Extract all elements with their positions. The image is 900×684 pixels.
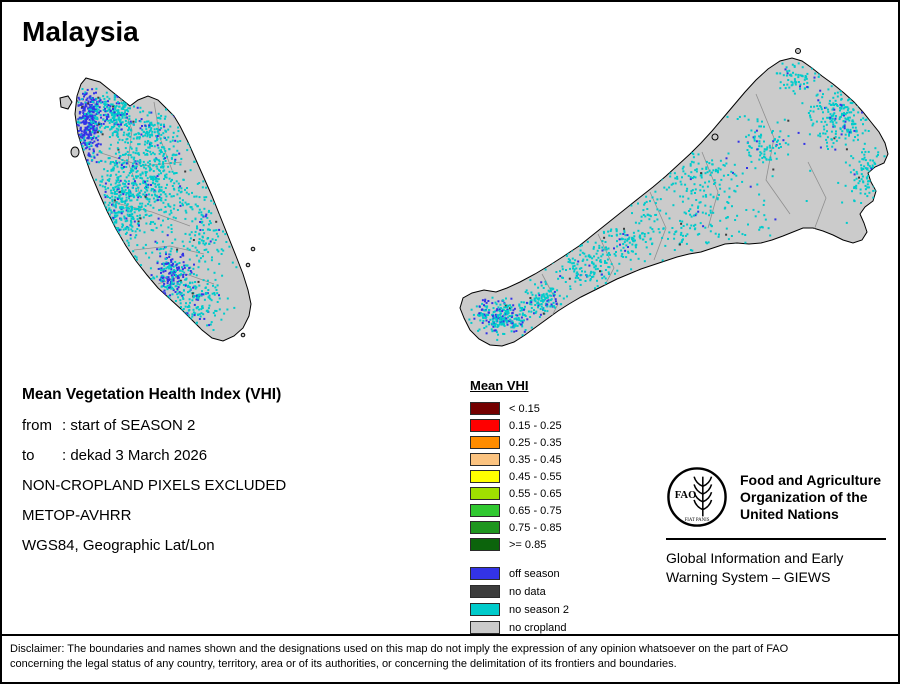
to-value: : dekad 3 March 2026 bbox=[62, 446, 208, 464]
fao-branding: FAO FIAT PANIS Food and Agriculture Orga… bbox=[666, 466, 886, 587]
legend-swatch bbox=[470, 436, 500, 449]
legend-row-vhi-7: 0.65 - 0.75 bbox=[470, 504, 569, 517]
legend-swatch bbox=[470, 585, 500, 598]
fao-name-line: Food and Agriculture bbox=[740, 471, 882, 488]
legend-swatch bbox=[470, 567, 500, 580]
legend-title: Mean VHI bbox=[470, 378, 529, 393]
legend-swatch bbox=[470, 402, 500, 415]
metadata-exclusion: NON-CROPLAND PIXELS EXCLUDED bbox=[22, 476, 287, 494]
giews-line: Global Information and Early bbox=[666, 550, 844, 566]
legend-row-off-season: off season bbox=[470, 567, 569, 580]
east-coast-island bbox=[250, 246, 256, 252]
legend-swatch bbox=[470, 521, 500, 534]
labuan-island bbox=[711, 133, 719, 141]
page-title: Malaysia bbox=[22, 16, 139, 47]
legend-label: < 0.15 bbox=[509, 402, 540, 415]
disclaimer-line-2: concerning the legal status of any count… bbox=[10, 658, 677, 670]
legend-row-vhi-1: < 0.15 bbox=[470, 402, 569, 415]
legend-spacer bbox=[470, 555, 569, 567]
legend-row-vhi-6: 0.55 - 0.65 bbox=[470, 487, 569, 500]
legend-row-vhi-3: 0.25 - 0.35 bbox=[470, 436, 569, 449]
vhi-pixels-peninsula bbox=[75, 84, 251, 336]
legend-label: no data bbox=[509, 585, 546, 598]
legend-label: no season 2 bbox=[509, 603, 569, 616]
legend-swatch bbox=[470, 603, 500, 616]
legend-label: 0.45 - 0.55 bbox=[509, 470, 562, 483]
east-coast-island bbox=[245, 262, 251, 268]
metadata-to: to : dekad 3 March 2026 bbox=[22, 440, 286, 470]
giews-line: Warning System – GIEWS bbox=[666, 569, 831, 585]
legend-label: 0.25 - 0.35 bbox=[509, 436, 562, 449]
legend-label: 0.15 - 0.25 bbox=[509, 419, 562, 432]
metadata-from: from : start of SEASON 2 bbox=[22, 410, 286, 440]
fao-divider bbox=[666, 538, 886, 540]
langkawi-island bbox=[59, 95, 73, 110]
metadata-sensor: METOP-AVHRR bbox=[22, 506, 132, 524]
fao-name-line: Organization of the bbox=[740, 488, 868, 505]
legend-row-vhi-2: 0.15 - 0.25 bbox=[470, 419, 569, 432]
fao-name-line: United Nations bbox=[740, 505, 839, 522]
legend-label: off season bbox=[509, 567, 560, 580]
legend-label: 0.35 - 0.45 bbox=[509, 453, 562, 466]
legend-swatch bbox=[470, 504, 500, 517]
to-label: to bbox=[22, 446, 35, 464]
legend-label: 0.65 - 0.75 bbox=[509, 504, 562, 517]
legend-row-vhi-9: >= 0.85 bbox=[470, 538, 569, 551]
penang-island bbox=[70, 146, 80, 158]
legend-swatch bbox=[470, 621, 500, 634]
fao-logo: FAO FIAT PANIS bbox=[667, 467, 727, 527]
legend-row-vhi-4: 0.35 - 0.45 bbox=[470, 453, 569, 466]
legend-row-no-data: no data bbox=[470, 585, 569, 598]
fao-logo-motto: FIAT PANIS bbox=[685, 518, 710, 523]
fao-logo-acronym: FAO bbox=[675, 490, 697, 501]
legend-label: 0.55 - 0.65 bbox=[509, 487, 562, 500]
peninsular-malaysia-landmass bbox=[59, 77, 256, 342]
borneo-landmass bbox=[459, 48, 889, 347]
legend-swatch bbox=[470, 470, 500, 483]
legend: Mean VHI < 0.15 0.15 - 0.25 0.25 - 0.35 … bbox=[470, 378, 569, 639]
legend-row-vhi-5: 0.45 - 0.55 bbox=[470, 470, 569, 483]
legend-row-vhi-8: 0.75 - 0.85 bbox=[470, 521, 569, 534]
from-label: from bbox=[22, 416, 52, 434]
map-metadata: Mean Vegetation Health Index (VHI) from … bbox=[22, 380, 286, 560]
wheat-ear-icon bbox=[693, 476, 713, 517]
legend-swatch bbox=[470, 487, 500, 500]
banggi-island bbox=[795, 48, 801, 54]
legend-swatch bbox=[470, 453, 500, 466]
fao-name: Food and Agriculture Organization of the… bbox=[740, 472, 881, 523]
legend-label: >= 0.85 bbox=[509, 538, 547, 551]
legend-row-no-season-2: no season 2 bbox=[470, 603, 569, 616]
legend-label: 0.75 - 0.85 bbox=[509, 521, 562, 534]
disclaimer-line-1: Disclaimer: The boundaries and names sho… bbox=[10, 643, 789, 655]
metadata-projection: WGS84, Geographic Lat/Lon bbox=[22, 536, 215, 554]
legend-row-no-cropland: no cropland bbox=[470, 621, 569, 634]
south-island bbox=[240, 332, 246, 338]
legend-swatch bbox=[470, 419, 500, 432]
from-value: : start of SEASON 2 bbox=[62, 416, 196, 434]
disclaimer: Disclaimer: The boundaries and names sho… bbox=[2, 634, 898, 682]
fao-logo-block: FAO FIAT PANIS Food and Agriculture Orga… bbox=[666, 466, 886, 528]
giews-name: Global Information and Early Warning Sys… bbox=[666, 549, 886, 587]
legend-swatch bbox=[470, 538, 500, 551]
legend-label: no cropland bbox=[509, 621, 567, 634]
metadata-heading: Mean Vegetation Health Index (VHI) bbox=[22, 386, 282, 403]
